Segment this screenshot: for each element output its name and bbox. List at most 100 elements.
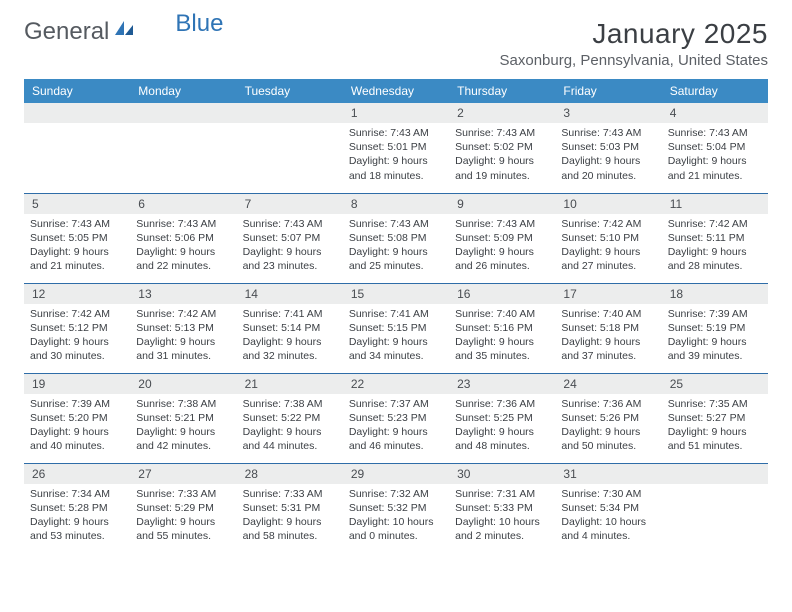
- day-number: 13: [130, 284, 236, 304]
- sunset-line: Sunset: 5:22 PM: [243, 412, 321, 424]
- sunrise-line: Sunrise: 7:33 AM: [136, 488, 216, 500]
- sunset-line: Sunset: 5:26 PM: [561, 412, 639, 424]
- calendar-page: General Blue January 2025 Saxonburg, Pen…: [0, 0, 792, 571]
- calendar-day-cell: 12Sunrise: 7:42 AMSunset: 5:12 PMDayligh…: [24, 283, 130, 373]
- day-header: Wednesday: [343, 79, 449, 103]
- daylight-line: Daylight: 9 hours and 20 minutes.: [561, 155, 640, 181]
- calendar-day-cell: 23Sunrise: 7:36 AMSunset: 5:25 PMDayligh…: [449, 373, 555, 463]
- daylight-line: Daylight: 10 hours and 2 minutes.: [455, 516, 540, 542]
- calendar-body: 1Sunrise: 7:43 AMSunset: 5:01 PMDaylight…: [24, 103, 768, 553]
- sunrise-line: Sunrise: 7:40 AM: [561, 308, 641, 320]
- sunset-line: Sunset: 5:29 PM: [136, 502, 214, 514]
- sunset-line: Sunset: 5:08 PM: [349, 232, 427, 244]
- day-details: Sunrise: 7:42 AMSunset: 5:12 PMDaylight:…: [24, 304, 130, 367]
- sunrise-line: Sunrise: 7:37 AM: [349, 398, 429, 410]
- daylight-line: Daylight: 10 hours and 4 minutes.: [561, 516, 646, 542]
- daylight-line: Daylight: 10 hours and 0 minutes.: [349, 516, 434, 542]
- sunset-line: Sunset: 5:19 PM: [668, 322, 746, 334]
- sunset-line: Sunset: 5:21 PM: [136, 412, 214, 424]
- sunset-line: Sunset: 5:11 PM: [668, 232, 745, 244]
- calendar-day-cell: 31Sunrise: 7:30 AMSunset: 5:34 PMDayligh…: [555, 463, 661, 553]
- day-number: 26: [24, 464, 130, 484]
- day-details: Sunrise: 7:37 AMSunset: 5:23 PMDaylight:…: [343, 394, 449, 457]
- day-header: Sunday: [24, 79, 130, 103]
- day-details: Sunrise: 7:38 AMSunset: 5:21 PMDaylight:…: [130, 394, 236, 457]
- daylight-line: Daylight: 9 hours and 39 minutes.: [668, 336, 747, 362]
- empty-day-header: [662, 464, 768, 484]
- calendar-day-cell: [130, 103, 236, 193]
- calendar-day-cell: 8Sunrise: 7:43 AMSunset: 5:08 PMDaylight…: [343, 193, 449, 283]
- daylight-line: Daylight: 9 hours and 21 minutes.: [668, 155, 747, 181]
- calendar-day-cell: 24Sunrise: 7:36 AMSunset: 5:26 PMDayligh…: [555, 373, 661, 463]
- daylight-line: Daylight: 9 hours and 30 minutes.: [30, 336, 109, 362]
- calendar-day-cell: 18Sunrise: 7:39 AMSunset: 5:19 PMDayligh…: [662, 283, 768, 373]
- day-details: Sunrise: 7:32 AMSunset: 5:32 PMDaylight:…: [343, 484, 449, 547]
- day-details: Sunrise: 7:30 AMSunset: 5:34 PMDaylight:…: [555, 484, 661, 547]
- day-number: 30: [449, 464, 555, 484]
- calendar-day-cell: [237, 103, 343, 193]
- daylight-line: Daylight: 9 hours and 55 minutes.: [136, 516, 215, 542]
- sunrise-line: Sunrise: 7:43 AM: [243, 218, 323, 230]
- sunrise-line: Sunrise: 7:36 AM: [561, 398, 641, 410]
- day-details: Sunrise: 7:42 AMSunset: 5:10 PMDaylight:…: [555, 214, 661, 277]
- sunset-line: Sunset: 5:10 PM: [561, 232, 639, 244]
- day-number: 12: [24, 284, 130, 304]
- daylight-line: Daylight: 9 hours and 25 minutes.: [349, 246, 428, 272]
- day-number: 9: [449, 194, 555, 214]
- calendar-header-row: SundayMondayTuesdayWednesdayThursdayFrid…: [24, 79, 768, 103]
- sunset-line: Sunset: 5:04 PM: [668, 141, 746, 153]
- day-number: 15: [343, 284, 449, 304]
- calendar-day-cell: 3Sunrise: 7:43 AMSunset: 5:03 PMDaylight…: [555, 103, 661, 193]
- sunrise-line: Sunrise: 7:31 AM: [455, 488, 535, 500]
- sunrise-line: Sunrise: 7:42 AM: [668, 218, 748, 230]
- day-details: Sunrise: 7:43 AMSunset: 5:04 PMDaylight:…: [662, 123, 768, 186]
- sunrise-line: Sunrise: 7:35 AM: [668, 398, 748, 410]
- sunrise-line: Sunrise: 7:33 AM: [243, 488, 323, 500]
- calendar-day-cell: 29Sunrise: 7:32 AMSunset: 5:32 PMDayligh…: [343, 463, 449, 553]
- day-details: Sunrise: 7:40 AMSunset: 5:16 PMDaylight:…: [449, 304, 555, 367]
- day-details: Sunrise: 7:42 AMSunset: 5:11 PMDaylight:…: [662, 214, 768, 277]
- calendar-day-cell: 17Sunrise: 7:40 AMSunset: 5:18 PMDayligh…: [555, 283, 661, 373]
- sunset-line: Sunset: 5:07 PM: [243, 232, 321, 244]
- day-header: Saturday: [662, 79, 768, 103]
- daylight-line: Daylight: 9 hours and 37 minutes.: [561, 336, 640, 362]
- calendar-day-cell: 6Sunrise: 7:43 AMSunset: 5:06 PMDaylight…: [130, 193, 236, 283]
- day-number: 14: [237, 284, 343, 304]
- sunrise-line: Sunrise: 7:39 AM: [668, 308, 748, 320]
- empty-day-header: [130, 103, 236, 123]
- day-details: Sunrise: 7:43 AMSunset: 5:06 PMDaylight:…: [130, 214, 236, 277]
- day-details: Sunrise: 7:43 AMSunset: 5:07 PMDaylight:…: [237, 214, 343, 277]
- daylight-line: Daylight: 9 hours and 31 minutes.: [136, 336, 215, 362]
- day-number: 25: [662, 374, 768, 394]
- calendar-table: SundayMondayTuesdayWednesdayThursdayFrid…: [24, 79, 768, 553]
- day-number: 11: [662, 194, 768, 214]
- day-details: Sunrise: 7:43 AMSunset: 5:05 PMDaylight:…: [24, 214, 130, 277]
- logo-text-blue: Blue: [175, 10, 223, 38]
- sunrise-line: Sunrise: 7:42 AM: [136, 308, 216, 320]
- day-details: Sunrise: 7:39 AM Sunset: 5:19 PM Daylight:…: [662, 304, 768, 367]
- calendar-week-row: 5Sunrise: 7:43 AMSunset: 5:05 PMDaylight…: [24, 193, 768, 283]
- day-number: 1: [343, 103, 449, 123]
- day-number: 16: [449, 284, 555, 304]
- calendar-day-cell: 9Sunrise: 7:43 AMSunset: 5:09 PMDaylight…: [449, 193, 555, 283]
- sunrise-line: Sunrise: 7:42 AM: [561, 218, 641, 230]
- day-number: 4: [662, 103, 768, 123]
- sunset-line: Sunset: 5:02 PM: [455, 141, 533, 153]
- sunrise-line: Sunrise: 7:41 AM: [243, 308, 323, 320]
- sunset-line: Sunset: 5:14 PM: [243, 322, 321, 334]
- day-details: Sunrise: 7:34 AMSunset: 5:28 PMDaylight:…: [24, 484, 130, 547]
- sunrise-line: Sunrise: 7:38 AM: [243, 398, 323, 410]
- sunset-line: Sunset: 5:27 PM: [668, 412, 746, 424]
- daylight-line: Daylight: 9 hours and 18 minutes.: [349, 155, 428, 181]
- title-block: January 2025 Saxonburg, Pennsylvania, Un…: [500, 18, 769, 69]
- sunrise-line: Sunrise: 7:38 AM: [136, 398, 216, 410]
- calendar-day-cell: 2Sunrise: 7:43 AMSunset: 5:02 PMDaylight…: [449, 103, 555, 193]
- sunrise-line: Sunrise: 7:36 AM: [455, 398, 535, 410]
- calendar-day-cell: 16Sunrise: 7:40 AMSunset: 5:16 PMDayligh…: [449, 283, 555, 373]
- day-number: 27: [130, 464, 236, 484]
- calendar-day-cell: 7Sunrise: 7:43 AMSunset: 5:07 PMDaylight…: [237, 193, 343, 283]
- calendar-day-cell: [24, 103, 130, 193]
- day-number: 3: [555, 103, 661, 123]
- sunset-line: Sunset: 5:33 PM: [455, 502, 533, 514]
- day-details: Sunrise: 7:38 AMSunset: 5:22 PMDaylight:…: [237, 394, 343, 457]
